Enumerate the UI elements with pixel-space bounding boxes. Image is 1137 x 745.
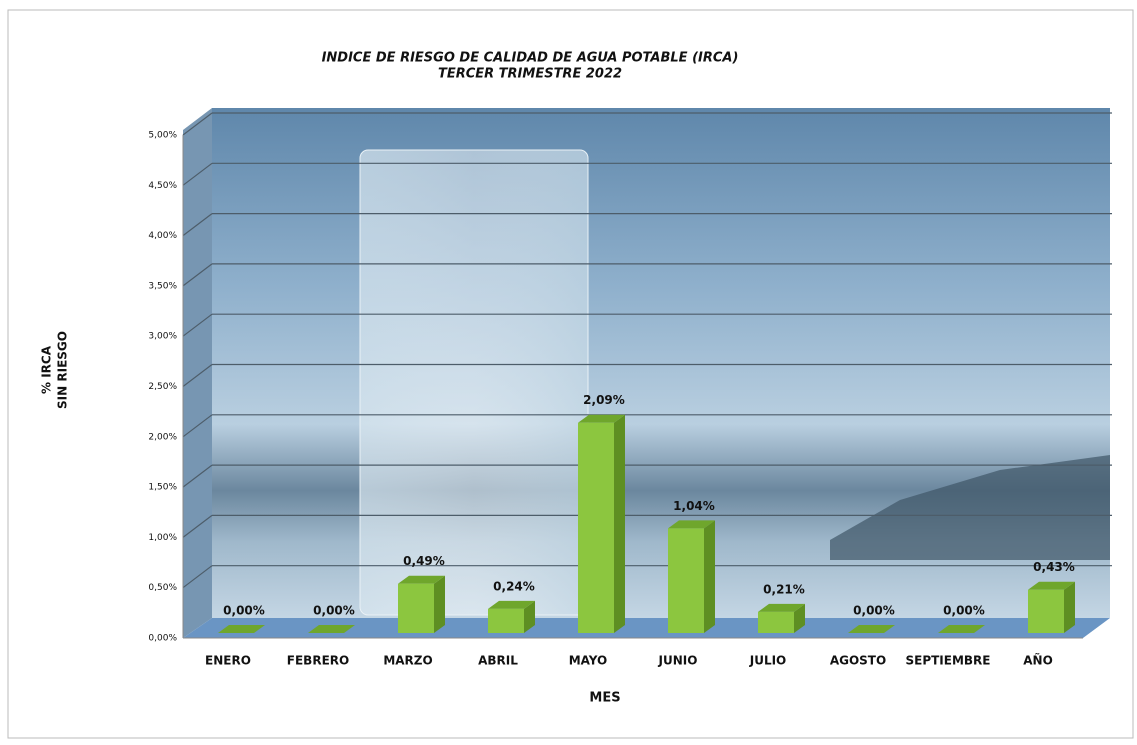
- grid-line-side: [182, 162, 213, 186]
- x-tick-label: ABRIL: [478, 654, 518, 668]
- x-axis-label: MES: [589, 691, 620, 706]
- x-tick-label: AGOSTO: [830, 654, 886, 668]
- bar-side: [704, 520, 715, 633]
- y-tick-label: 4,00%: [148, 231, 177, 241]
- value-label: 0,00%: [223, 604, 265, 618]
- bar-top: [398, 575, 445, 584]
- grid-line-side: [182, 112, 213, 136]
- bar: [1028, 589, 1064, 633]
- x-tick-label: MARZO: [383, 654, 432, 668]
- hill: [830, 455, 1110, 560]
- x-tick-label: SEPTIEMBRE: [905, 654, 990, 668]
- grid-line-side: [182, 364, 213, 387]
- bar: [398, 583, 434, 633]
- side-wall: [183, 108, 212, 638]
- y-tick-label: 3,00%: [148, 332, 177, 342]
- grid-line-side: [182, 213, 213, 237]
- y-axis-label: SIN RIESGO: [56, 331, 70, 409]
- value-label: 0,49%: [403, 554, 445, 568]
- value-label: 0,21%: [763, 582, 805, 596]
- value-label: 2,09%: [583, 393, 625, 407]
- bar-top: [578, 414, 625, 423]
- bar-top: [758, 603, 805, 612]
- y-axis-label: % IRCA: [40, 345, 54, 394]
- y-tick-label: 3,50%: [148, 281, 177, 291]
- value-label: 0,43%: [1033, 560, 1075, 574]
- y-tick-label: 5,00%: [148, 131, 177, 141]
- grid-line-side: [182, 313, 213, 337]
- bar-top: [308, 625, 355, 633]
- value-label: 0,00%: [313, 604, 355, 618]
- bar-side: [524, 600, 535, 633]
- x-tick-label: AÑO: [1023, 653, 1053, 668]
- value-label: 0,00%: [943, 604, 985, 618]
- bar-top: [218, 625, 265, 633]
- x-tick-label: ENERO: [205, 654, 251, 668]
- bar-top: [668, 520, 715, 529]
- y-tick-label: 2,50%: [148, 382, 177, 392]
- bar-side: [614, 414, 625, 633]
- bar-top: [1028, 581, 1075, 590]
- value-label: 0,00%: [853, 604, 895, 618]
- grid-line-side: [182, 565, 213, 589]
- bar-top: [488, 600, 535, 609]
- grid-line-side: [182, 464, 213, 488]
- value-label: 1,04%: [673, 499, 715, 513]
- bar-top: [848, 625, 895, 633]
- bar: [578, 422, 614, 633]
- bar: [758, 611, 794, 633]
- chart-title: INDICE DE RIESGO DE CALIDAD DE AGUA POTA…: [322, 51, 739, 66]
- y-tick-label: 1,50%: [148, 483, 177, 493]
- chart-title: TERCER TRIMESTRE 2022: [438, 67, 622, 82]
- bar: [488, 608, 524, 633]
- glass: [359, 149, 589, 616]
- y-tick-label: 0,00%: [148, 634, 177, 644]
- x-tick-label: FEBRERO: [287, 654, 349, 668]
- value-label: 0,24%: [493, 579, 535, 593]
- bar-side: [794, 603, 805, 633]
- grid-line-side: [182, 514, 213, 538]
- y-tick-label: 1,00%: [148, 533, 177, 543]
- bar-side: [434, 575, 445, 633]
- y-tick-label: 4,50%: [148, 181, 177, 191]
- grid-line-side: [182, 263, 213, 287]
- x-tick-label: JUNIO: [658, 654, 698, 668]
- bar: [668, 528, 704, 633]
- x-tick-label: JULIO: [749, 654, 787, 668]
- y-tick-label: 2,00%: [148, 432, 177, 442]
- y-tick-label: 0,50%: [148, 583, 177, 593]
- bar-top: [938, 625, 985, 633]
- x-tick-label: MAYO: [569, 654, 608, 668]
- grid-line-side: [182, 414, 213, 438]
- bar-side: [1064, 581, 1075, 633]
- title: INDICE DE RIESGO DE CALIDAD DE AGUA POTA…: [322, 51, 739, 82]
